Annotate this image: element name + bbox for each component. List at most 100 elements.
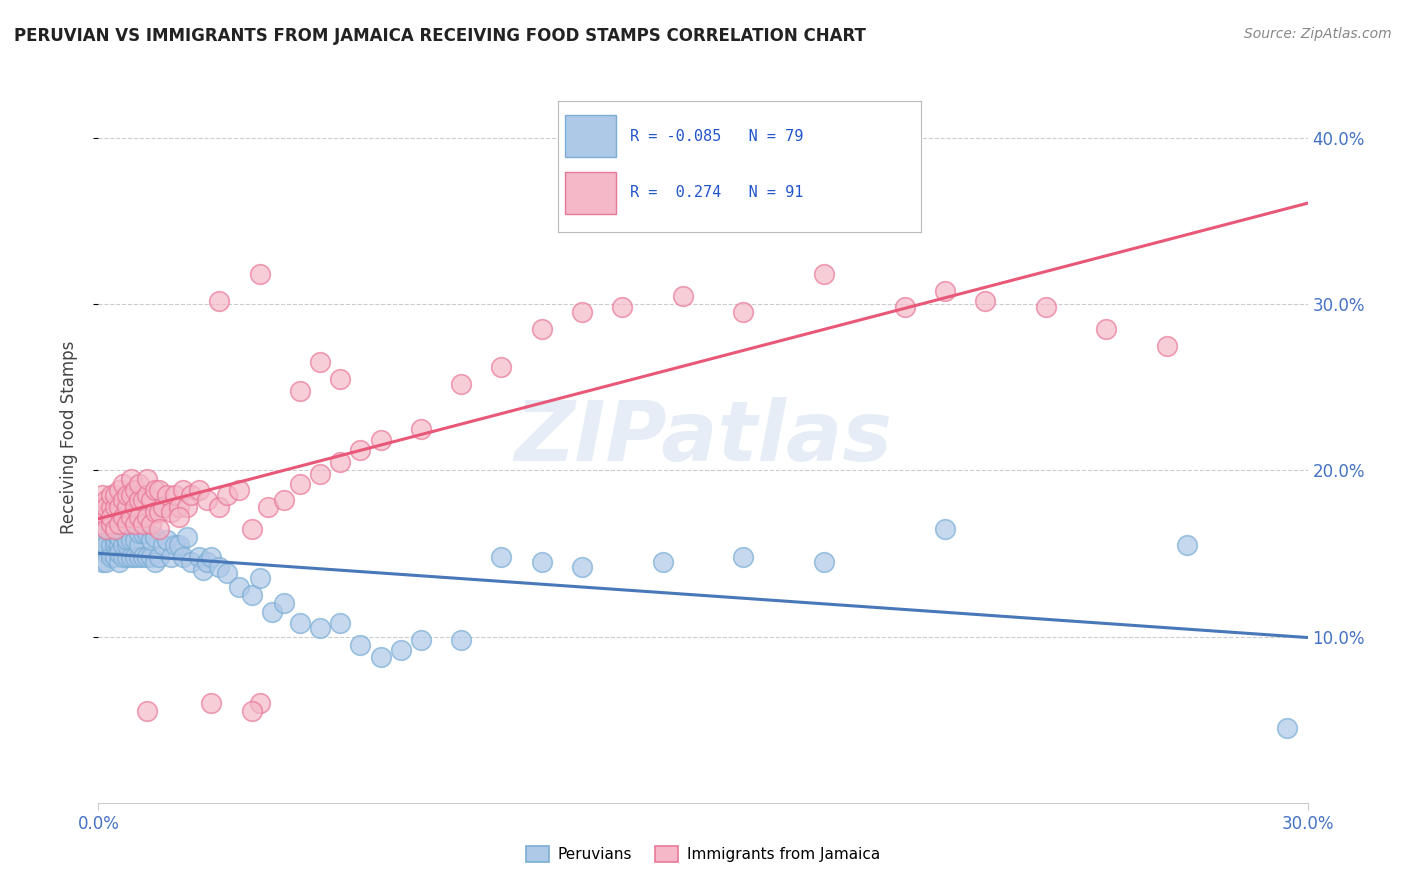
Point [115,538,138,552]
Point [135,705,157,719]
Point [124,483,146,498]
Point [288,616,311,631]
Point [96,546,118,560]
Point [249,571,271,585]
Point [103,488,125,502]
Point [100,549,122,564]
Point [91,530,114,544]
Point [148,521,170,535]
Point [100,500,122,514]
Point [111,509,134,524]
Point [228,483,250,498]
Point [329,372,352,386]
Point [571,559,593,574]
Point [1175,538,1198,552]
Point [167,500,190,514]
Point [813,555,835,569]
Point [240,705,263,719]
Point [124,533,146,548]
Point [733,305,755,319]
Point [152,500,174,514]
Point [193,563,215,577]
Text: ZIPatlas: ZIPatlas [515,397,891,477]
Point [273,493,295,508]
Point [813,267,835,281]
Point [240,588,263,602]
Point [120,472,142,486]
Point [100,509,122,524]
Point [208,500,231,514]
Point [349,638,371,652]
Point [309,621,332,635]
Point [163,538,186,552]
Point [132,526,155,541]
Point [176,530,198,544]
Point [96,521,118,535]
Point [115,549,138,564]
Point [135,509,157,524]
Point [91,555,114,569]
Point [120,488,142,502]
Point [128,493,150,508]
Point [156,533,179,548]
Point [107,546,129,560]
Point [370,434,392,448]
Point [217,488,239,502]
Point [143,505,166,519]
Point [96,509,118,524]
Point [128,476,150,491]
Point [167,538,190,552]
Point [91,516,114,531]
Point [96,530,118,544]
Point [132,516,155,531]
Point [124,516,146,531]
Point [934,521,956,535]
Point [107,483,129,498]
Point [103,500,125,514]
Point [288,476,311,491]
Point [87,505,110,519]
Point [288,384,311,398]
Point [143,530,166,544]
Point [156,488,179,502]
Point [491,549,513,564]
Point [135,526,157,541]
Point [208,559,231,574]
Point [256,500,278,514]
Point [128,549,150,564]
Point [1095,322,1118,336]
Point [200,696,222,710]
Point [160,549,183,564]
Point [148,483,170,498]
Point [571,305,593,319]
Point [135,472,157,486]
Point [974,293,997,308]
Point [107,538,129,552]
Point [91,521,114,535]
Point [111,538,134,552]
Point [530,322,553,336]
Point [107,500,129,514]
Point [329,616,352,631]
Point [217,566,239,581]
Point [128,538,150,552]
Point [176,500,198,514]
Point [96,538,118,552]
Point [111,549,134,564]
Point [115,533,138,548]
Point [733,549,755,564]
Point [120,533,142,548]
Point [103,521,125,535]
Point [672,289,695,303]
Point [273,596,295,610]
Point [249,267,271,281]
Point [148,549,170,564]
Point [96,500,118,514]
Point [135,488,157,502]
Point [107,516,129,531]
Point [87,538,110,552]
Point [893,301,915,315]
Point [120,509,142,524]
Point [409,632,432,647]
Point [188,549,211,564]
